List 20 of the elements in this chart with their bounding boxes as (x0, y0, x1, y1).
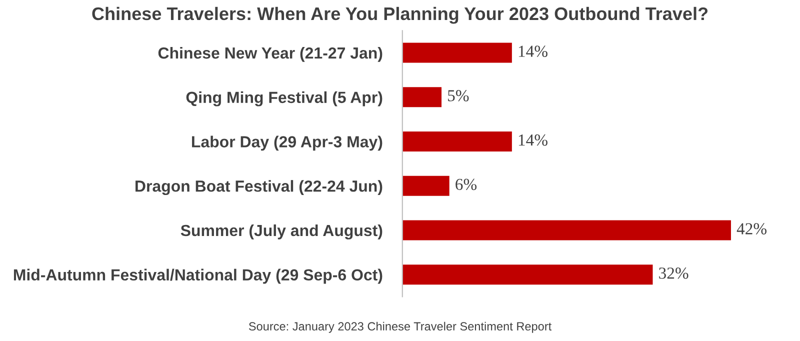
y-tick-label: Summer (July and August) (180, 224, 382, 240)
data-label: 5% (448, 90, 469, 102)
y-tick-label: Qing Ming Festival (5 Apr) (186, 91, 382, 106)
data-label: 6% (456, 178, 477, 190)
y-tick-label: Mid-Autumn Festival/National Day (29 Sep-6 Oct) (14, 268, 382, 284)
bar (402, 42, 512, 63)
bar (402, 132, 512, 152)
data-label: 14% (518, 134, 548, 146)
chart-title: Chinese Travelers: When Are You Planning Your 2023 Outbound Travel? (92, 6, 708, 24)
y-tick-label: Dragon Boat Festival (22-24 Jun) (136, 180, 382, 196)
bar (402, 264, 653, 285)
bar (402, 87, 442, 108)
bar (402, 220, 731, 240)
source-note: Source: January 2023 Chinese Traveler Sentiment Report (248, 322, 552, 333)
data-label: 32% (659, 268, 688, 279)
y-tick-label: Labor Day (29 Apr-3 May) (192, 136, 382, 151)
data-label: 42% (736, 223, 767, 234)
y-tick-label: Chinese New Year (21-27 Jan) (158, 46, 382, 62)
bar (402, 176, 450, 196)
data-label: 14% (518, 46, 548, 57)
